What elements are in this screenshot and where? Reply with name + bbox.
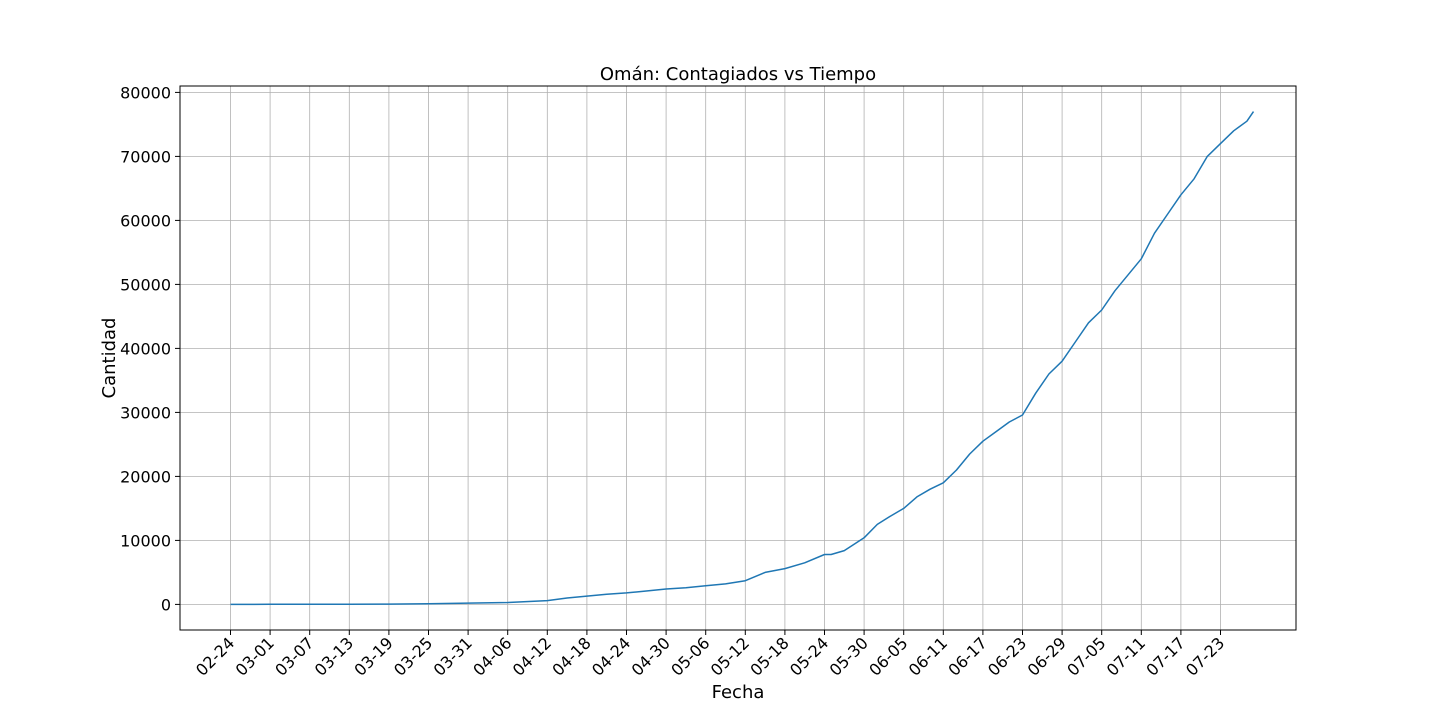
y-tick-label: 80000 [120,83,171,102]
y-tick-label: 70000 [120,147,171,166]
y-axis: 0 10000 20000 30000 40000 50000 60000 70000 8000… [120,83,180,614]
y-tick-label: 20000 [120,467,171,486]
chart-title: Omán: Contagiados vs Tiempo [600,64,876,85]
line-layer [230,111,1255,606]
series-line [230,111,1255,606]
grid-layer [180,86,1296,630]
x-axis-title: Fecha [712,682,765,703]
y-tick-label: 60000 [120,211,171,230]
y-tick-label: 10000 [120,531,171,550]
y-tick-label: 30000 [120,403,171,422]
y-axis-title: Cantidad [99,318,120,399]
y-tick-label: 50000 [120,275,171,294]
y-tick-label: 40000 [120,339,171,358]
plot-frame [179,85,1297,631]
y-tick-label: 0 [161,595,171,614]
